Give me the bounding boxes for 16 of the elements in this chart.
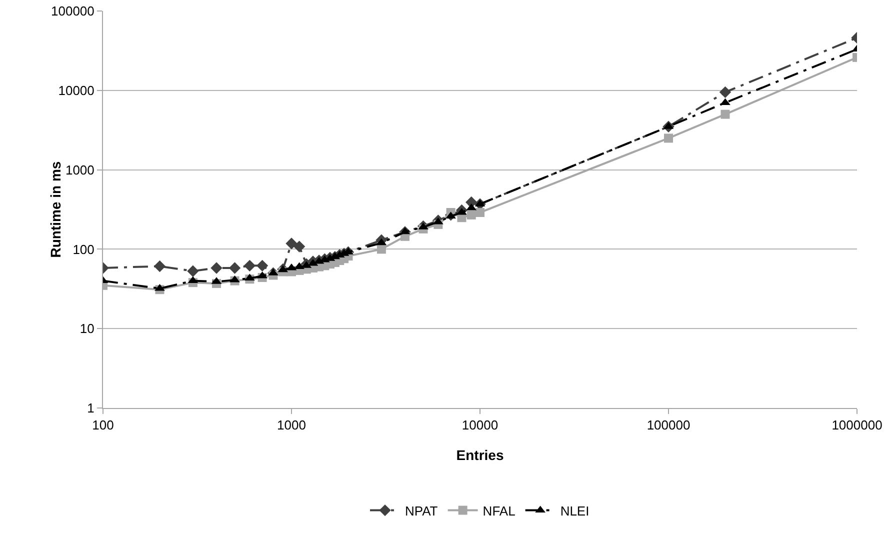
x-tick-label: 10000 <box>462 418 498 433</box>
legend-label: NLEI <box>560 503 590 518</box>
x-tick-label: 100 <box>92 418 114 433</box>
y-axis-title: Runtime in ms <box>47 161 64 258</box>
x-tick-label: 1000 <box>277 418 306 433</box>
y-tick-label: 100 <box>72 242 94 257</box>
x-tick-label: 100000 <box>646 418 690 433</box>
y-tick-label: 1 <box>87 400 94 416</box>
x-tick-label: 1000000 <box>832 418 882 433</box>
y-tick-label: 1000 <box>65 162 94 178</box>
y-tick-label: 10000 <box>58 82 94 98</box>
legend-label: NPAT <box>405 503 438 518</box>
legend-label: NFAL <box>482 503 516 518</box>
y-tick-label: 10 <box>80 321 94 336</box>
y-tick-label: 100000 <box>51 4 94 19</box>
x-axis-title: Entries <box>456 447 504 463</box>
